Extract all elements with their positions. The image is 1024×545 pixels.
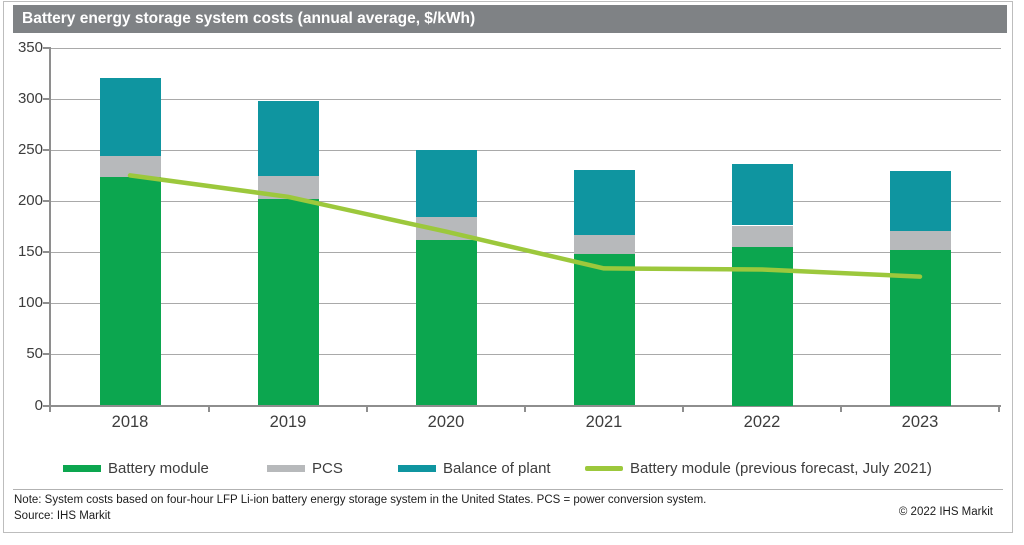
y-axis-tick bbox=[43, 302, 51, 305]
legend-label: Balance of plant bbox=[443, 459, 551, 477]
y-axis-label: 100 bbox=[17, 294, 43, 312]
x-axis-line bbox=[49, 405, 1001, 407]
x-axis-label: 2023 bbox=[901, 413, 939, 431]
y-axis-label: 250 bbox=[17, 140, 43, 158]
y-axis-label: 0 bbox=[34, 396, 43, 414]
footer-note: Note: System costs based on four-hour LF… bbox=[14, 494, 707, 506]
bar-segment-balance-of-plant bbox=[573, 170, 635, 235]
y-axis-tick bbox=[43, 148, 51, 151]
chart-title: Battery energy storage system costs (ann… bbox=[22, 10, 476, 27]
forecast-line-swatch bbox=[585, 465, 623, 471]
legend-label: Battery module (previous forecast, July … bbox=[630, 459, 932, 477]
bar-segment-balance-of-plant bbox=[99, 78, 161, 156]
footer-source: Source: IHS Markit bbox=[14, 510, 111, 522]
gridline bbox=[51, 354, 1001, 356]
legend-label: Battery module bbox=[108, 459, 209, 477]
bar-segment-battery-module bbox=[889, 250, 951, 406]
bar-segment-balance-of-plant bbox=[415, 149, 477, 218]
pcs-swatch bbox=[267, 464, 305, 472]
bar-segment-pcs bbox=[99, 155, 161, 178]
legend-item-battery-module: Battery module bbox=[63, 459, 209, 477]
x-axis-label: 2018 bbox=[111, 413, 149, 431]
legend-item-forecast-line: Battery module (previous forecast, July … bbox=[585, 459, 932, 477]
x-axis-label: 2022 bbox=[743, 413, 781, 431]
x-axis-tick bbox=[998, 407, 1000, 412]
bar-segment-pcs bbox=[889, 230, 951, 250]
bar-segment-balance-of-plant bbox=[731, 164, 793, 226]
y-axis-line bbox=[49, 47, 51, 412]
gridline bbox=[51, 47, 1001, 49]
bar-segment-battery-module bbox=[415, 239, 477, 406]
y-axis-tick bbox=[43, 353, 51, 356]
gridline bbox=[51, 98, 1001, 100]
bar-segment-balance-of-plant bbox=[889, 171, 951, 231]
y-axis-label: 300 bbox=[17, 89, 43, 107]
y-axis-tick bbox=[43, 251, 51, 254]
x-axis-tick bbox=[366, 407, 368, 412]
bar-segment-battery-module bbox=[573, 254, 635, 406]
y-axis-label: 350 bbox=[17, 38, 43, 56]
bar-segment-pcs bbox=[415, 217, 477, 240]
bar-segment-pcs bbox=[573, 234, 635, 255]
bar-segment-balance-of-plant bbox=[257, 100, 319, 177]
legend-label: PCS bbox=[312, 459, 343, 477]
y-axis-label: 50 bbox=[26, 345, 43, 363]
bar-segment-battery-module bbox=[99, 177, 161, 406]
footer-separator bbox=[13, 489, 1003, 490]
gridline bbox=[51, 303, 1001, 305]
gridline bbox=[51, 149, 1001, 151]
y-axis-tick bbox=[43, 97, 51, 100]
legend-item-balance-of-plant: Balance of plant bbox=[398, 459, 551, 477]
y-axis-tick bbox=[43, 404, 51, 407]
bar-segment-pcs bbox=[731, 225, 793, 247]
bar-segment-battery-module bbox=[731, 247, 793, 406]
gridline bbox=[51, 200, 1001, 202]
y-axis-tick bbox=[43, 46, 51, 49]
x-axis-label: 2020 bbox=[427, 413, 465, 431]
forecast-line bbox=[127, 173, 923, 279]
bar-segment-battery-module bbox=[257, 198, 319, 406]
legend-item-pcs: PCS bbox=[267, 459, 343, 477]
bar-segment-pcs bbox=[257, 176, 319, 199]
x-axis-tick bbox=[524, 407, 526, 412]
chart-title-bar: Battery energy storage system costs (ann… bbox=[13, 5, 1007, 33]
y-axis-label: 150 bbox=[17, 243, 43, 261]
y-axis-tick bbox=[43, 199, 51, 202]
x-axis-tick bbox=[208, 407, 210, 412]
y-axis-label: 200 bbox=[17, 191, 43, 209]
x-axis-tick bbox=[682, 407, 684, 412]
gridline bbox=[51, 252, 1001, 254]
footer-copyright: © 2022 IHS Markit bbox=[898, 506, 993, 518]
x-axis-tick bbox=[840, 407, 842, 412]
balance-of-plant-swatch bbox=[398, 464, 436, 472]
x-axis-label: 2019 bbox=[269, 413, 307, 431]
x-axis-label: 2021 bbox=[585, 413, 623, 431]
battery-module-swatch bbox=[63, 464, 101, 472]
